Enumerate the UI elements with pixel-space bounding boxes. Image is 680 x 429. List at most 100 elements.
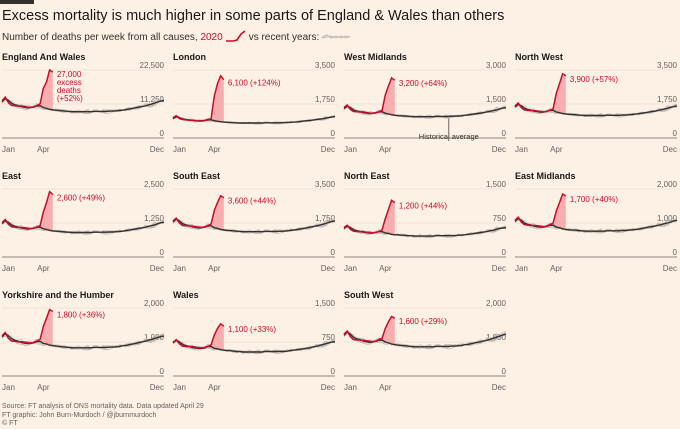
x-tick-label: Apr	[208, 383, 221, 392]
excess-deaths-area	[40, 70, 53, 110]
footer-copyright: © FT	[2, 420, 18, 427]
panel-title: South East	[173, 171, 220, 181]
x-tick-label: Dec	[150, 264, 164, 273]
historical-average-label: Historical average	[419, 132, 479, 141]
y-tick-label: 11,250	[140, 95, 164, 104]
x-tick-label: Apr	[37, 145, 50, 154]
y-tick-label: 3,500	[315, 61, 336, 70]
panel-title: North West	[515, 52, 563, 62]
panel-title: East Midlands	[515, 171, 576, 181]
x-tick-label: Jan	[344, 145, 357, 154]
excess-deaths-value: 1,100 (+33%)	[228, 325, 277, 334]
historical-year-line	[172, 217, 336, 233]
x-tick-label: Dec	[321, 383, 335, 392]
historical-year-line	[172, 217, 336, 234]
excess-deaths-value: 6,100 (+124%)	[228, 79, 281, 88]
panel-title: North East	[344, 171, 390, 181]
legend-history-lines-icon	[322, 34, 351, 39]
y-tick-label: 0	[673, 248, 678, 257]
excess-deaths-value: 27,000	[57, 70, 82, 79]
y-tick-label: 0	[160, 129, 165, 138]
x-tick-label: Apr	[37, 383, 50, 392]
panel-title: Wales	[173, 290, 199, 300]
excess-deaths-area	[382, 316, 395, 345]
footer: Source: FT analysis of ONS mortality dat…	[2, 403, 204, 429]
excess-deaths-note: deaths	[57, 86, 81, 95]
y-tick-label: 1,750	[315, 95, 336, 104]
historical-year-line	[1, 332, 165, 350]
x-tick-label: Apr	[550, 145, 563, 154]
current-2020-line	[1, 190, 54, 230]
y-tick-label: 750	[493, 214, 507, 223]
y-tick-label: 750	[322, 333, 336, 342]
y-tick-label: 1,500	[486, 180, 507, 189]
chart-title: Excess mortality is much higher in some …	[2, 8, 505, 24]
y-tick-label: 1,500	[486, 95, 507, 104]
current-2020-line	[343, 315, 396, 343]
x-tick-label: Apr	[550, 264, 563, 273]
panel-title: East	[2, 171, 21, 181]
y-tick-label: 3,000	[486, 61, 507, 70]
historical-year-line	[343, 224, 507, 237]
excess-deaths-value: 3,900 (+57%)	[570, 75, 619, 84]
subtitle-suffix: vs recent years:	[248, 31, 320, 43]
panel-south-east: South East 3,500 1,750 0 Jan Apr Dec 3,600 (+44…	[172, 171, 336, 273]
historical-year-line	[172, 338, 336, 353]
historical-year-line	[1, 332, 165, 349]
panel-england-and-wales: England And Wales 22,500 11,250 0 Jan Apr Dec 2…	[1, 52, 165, 154]
y-tick-label: 2,000	[657, 180, 678, 189]
y-tick-label: 22,500	[140, 61, 165, 70]
excess-deaths-area	[382, 77, 395, 116]
x-tick-label: Jan	[344, 383, 357, 392]
current-2020-line	[172, 74, 225, 122]
excess-deaths-value: 3,200 (+64%)	[399, 79, 448, 88]
footer-source: Source: FT analysis of ONS mortality dat…	[2, 403, 204, 410]
x-tick-label: Jan	[2, 264, 15, 273]
current-2020-line	[343, 199, 396, 234]
x-tick-label: Dec	[492, 145, 506, 154]
x-tick-label: Jan	[173, 145, 186, 154]
y-tick-label: 1,250	[144, 214, 165, 223]
excess-deaths-value: 3,600 (+44%)	[228, 197, 277, 206]
excess-deaths-note: excess	[57, 78, 82, 87]
panel-north-west: North West 3,500 1,750 0 Jan Apr Dec 3,900 (+57…	[514, 52, 678, 154]
panel-wales: Wales 1,500 750 0 Jan Apr Dec 1,100 (+33%)	[172, 290, 336, 392]
excess-deaths-area	[553, 73, 566, 115]
current-2020-line	[172, 322, 225, 349]
y-tick-label: 2,500	[144, 180, 165, 189]
historical-year-line	[343, 330, 507, 348]
y-tick-label: 0	[160, 367, 165, 376]
y-tick-label: 1,750	[315, 214, 336, 223]
historical-year-line	[343, 104, 507, 119]
footer-credit: FT graphic: John Burn-Murdoch / @jburnmu…	[2, 411, 157, 419]
excess-deaths-area	[211, 75, 224, 123]
y-tick-label: 0	[160, 248, 165, 257]
ft-top-bar	[0, 0, 34, 4]
panel-london: London 3,500 1,750 0 Jan Apr Dec 6,100 (+124%)	[172, 52, 336, 154]
x-tick-label: Dec	[492, 264, 506, 273]
historical-year-line	[514, 102, 678, 117]
current-2020-line	[172, 194, 225, 229]
y-tick-label: 1,750	[657, 95, 678, 104]
y-tick-label: 1,000	[657, 214, 678, 223]
x-tick-label: Apr	[379, 383, 392, 392]
excess-deaths-value: 1,800 (+36%)	[57, 310, 106, 319]
x-tick-label: Apr	[37, 264, 50, 273]
excess-deaths-value: 1,700 (+40%)	[570, 195, 619, 204]
y-tick-label: 0	[502, 129, 507, 138]
y-tick-label: 0	[673, 129, 678, 138]
x-tick-label: Apr	[208, 145, 221, 154]
panel-title: Yorkshire and the Humber	[2, 290, 114, 300]
excess-deaths-value: 2,600 (+49%)	[57, 193, 106, 202]
y-tick-label: 0	[502, 367, 507, 376]
panel-east-midlands: East Midlands 2,000 1,000 0 Jan Apr Dec 1,700 (…	[514, 171, 678, 273]
x-tick-label: Dec	[321, 264, 335, 273]
y-tick-label: 3,500	[657, 61, 678, 70]
y-tick-label: 0	[502, 248, 507, 257]
y-tick-label: 0	[331, 367, 336, 376]
x-tick-label: Dec	[150, 383, 164, 392]
panel-title: London	[173, 52, 206, 62]
subtitle-year: 2020	[200, 31, 223, 43]
y-tick-label: 2,000	[486, 299, 507, 308]
